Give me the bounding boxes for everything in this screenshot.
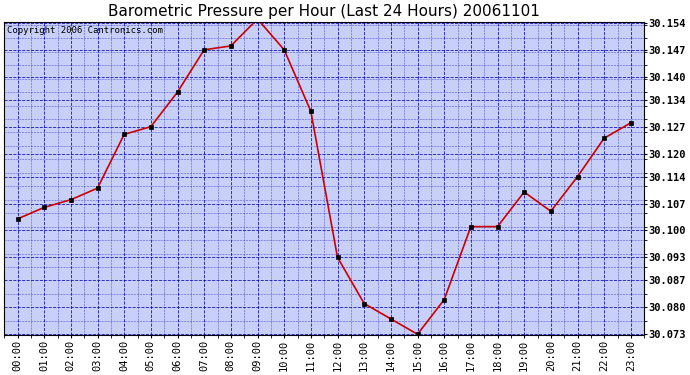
Title: Barometric Pressure per Hour (Last 24 Hours) 20061101: Barometric Pressure per Hour (Last 24 Ho… xyxy=(108,4,540,19)
Text: Copyright 2006 Cantronics.com: Copyright 2006 Cantronics.com xyxy=(8,26,164,35)
